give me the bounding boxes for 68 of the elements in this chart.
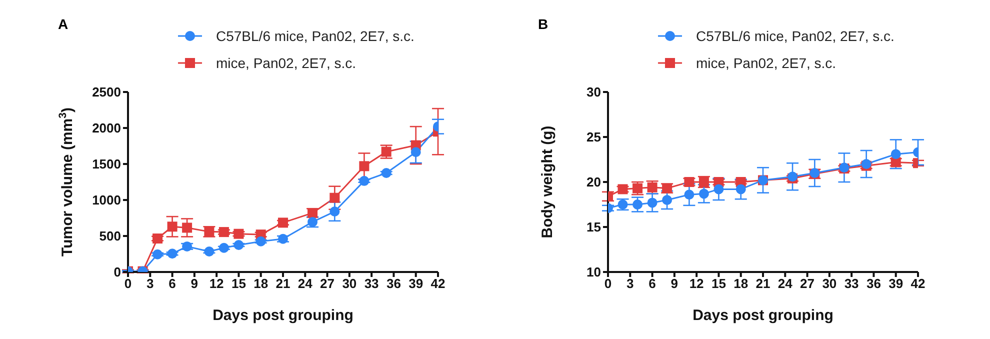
x-tick-label: 12	[209, 276, 224, 292]
x-tick-label: 24	[298, 276, 314, 292]
x-tick-label: 36	[386, 276, 401, 292]
legend-label: mice, Pan02, 2E7, s.c.	[216, 54, 356, 70]
x-axis-title: Days post grouping	[212, 307, 354, 324]
y-axis-title: Body weight (g)	[539, 126, 556, 238]
x-tick-label: 3	[626, 276, 634, 292]
x-tick-label: 9	[190, 276, 198, 292]
chart-title: A	[58, 16, 68, 32]
point	[256, 236, 266, 246]
point	[381, 168, 392, 178]
x-tick-label: 18	[254, 276, 268, 292]
x-tick-label: 12	[689, 276, 704, 292]
point	[410, 147, 421, 158]
y-tick-label: 2500	[92, 84, 121, 100]
y-tick-label: 10	[586, 264, 601, 280]
x-tick-label: 33	[844, 276, 859, 292]
x-tick-label: 0	[124, 276, 132, 292]
x-axis-title: Days post grouping	[692, 307, 834, 324]
point	[359, 176, 370, 186]
point	[647, 198, 658, 208]
y-tick-label: 20	[586, 174, 601, 190]
x-tick-label: 27	[320, 276, 335, 292]
x-tick-label: 0	[604, 276, 612, 292]
x-tick-label: 39	[888, 276, 904, 292]
x-tick-label: 15	[711, 276, 726, 292]
x-tick-label: 6	[648, 276, 656, 292]
point	[662, 195, 672, 205]
y-tick-label: 15	[586, 220, 601, 235]
x-tick-label: 15	[231, 276, 246, 292]
y-tick-label: 25	[586, 130, 601, 145]
point	[359, 161, 370, 172]
y-tick-label: 500	[99, 228, 121, 244]
y-tick-label: 2000	[92, 120, 121, 136]
x-tick-label: 36	[866, 276, 881, 292]
x-tick-label: 21	[276, 276, 290, 292]
x-tick-label: 39	[408, 276, 424, 292]
y-tick-label: 1000	[92, 192, 121, 208]
y-tick-label: 0	[114, 264, 121, 280]
point	[890, 157, 901, 168]
x-tick-label: 27	[800, 276, 815, 292]
point	[736, 184, 746, 194]
point	[684, 190, 694, 200]
point	[890, 149, 901, 160]
point	[714, 184, 724, 194]
point	[330, 192, 340, 203]
point	[330, 206, 340, 217]
x-tick-label: 24	[778, 276, 794, 292]
legend-label: C57BL/6 mice, Pan02, 2E7, s.c.	[216, 28, 414, 44]
y-tick-label: 1500	[92, 156, 121, 172]
x-tick-label: 3	[146, 276, 154, 292]
legend-label: C57BL/6 mice, Pan02, 2E7, s.c.	[696, 28, 894, 44]
y-tick-label: 30	[586, 84, 601, 100]
chart-title: B	[538, 16, 548, 32]
point	[167, 222, 178, 232]
point	[632, 200, 643, 210]
x-tick-label: 18	[734, 276, 748, 292]
x-tick-label: 33	[364, 276, 379, 292]
x-tick-label: 6	[168, 276, 176, 292]
x-tick-label: 9	[670, 276, 678, 292]
x-tick-label: 30	[822, 276, 837, 292]
x-tick-label: 30	[342, 276, 357, 292]
point	[278, 218, 288, 228]
x-tick-label: 21	[756, 276, 770, 292]
legend-label: mice, Pan02, 2E7, s.c.	[696, 54, 836, 70]
x-tick-label: 42	[430, 276, 446, 292]
x-tick-label: 42	[910, 276, 926, 292]
point	[182, 222, 192, 233]
